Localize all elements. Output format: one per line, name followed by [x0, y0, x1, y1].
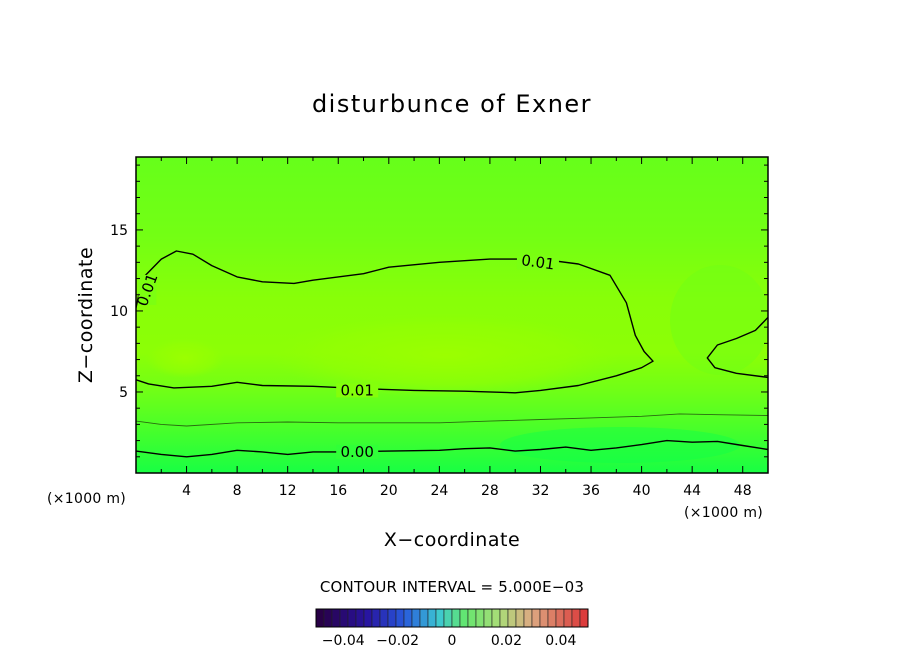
colorbar-cell — [571, 608, 581, 628]
colorbar-cell — [347, 608, 357, 628]
x-tick-label: 8 — [233, 483, 242, 499]
colorbar-frame — [315, 608, 589, 628]
colorbar-cell — [563, 608, 573, 628]
x-tick-label: 24 — [430, 483, 448, 499]
contour-line-0 — [136, 250, 654, 394]
colorbar-cell — [539, 608, 549, 628]
x-tick-label: 28 — [481, 483, 499, 499]
colorbar-cell — [507, 608, 517, 628]
x-axis-ticks: 4 8 12 16 20 24 28 32 36 40 44 48 — [160, 157, 752, 499]
colorbar-cell — [427, 608, 437, 628]
colorbar-cell — [355, 608, 365, 628]
colorbar-cell — [515, 608, 525, 628]
y-axis-ticks: 5 10 15 — [110, 164, 768, 458]
y-tick-label: 5 — [119, 385, 128, 401]
colorbar-cell — [579, 608, 589, 628]
contour-line-2 — [136, 413, 768, 427]
x-tick-label: 48 — [734, 483, 752, 499]
colorbar-cell — [379, 608, 389, 628]
colorbar-cell — [499, 608, 509, 628]
x-tick-label: 16 — [329, 483, 347, 499]
colorbar-cell — [331, 608, 341, 628]
contour-lines — [136, 250, 768, 459]
plot-frame — [135, 156, 769, 474]
colorbar-cell — [443, 608, 453, 628]
contour-label-zero: 0.00 — [340, 443, 373, 461]
label-patch — [516, 255, 559, 270]
colorbar-cell — [451, 608, 461, 628]
x-tick-label: 44 — [683, 483, 701, 499]
contour-line-1 — [706, 316, 768, 379]
contour-field — [136, 157, 768, 473]
colorbar-cell — [555, 608, 565, 628]
contour-label-lower: 0.01 — [340, 381, 373, 399]
y-unit-label: (×1000 m) — [47, 491, 126, 507]
contour-label-top: 0.01 — [520, 251, 556, 273]
y-axis-label: Z−coordinate — [75, 247, 97, 383]
x-tick-label: 36 — [582, 483, 600, 499]
y-tick-label: 15 — [110, 223, 128, 239]
colorbar-cell — [315, 608, 325, 628]
colorbar-cell — [411, 608, 421, 628]
colorbar-cell — [371, 608, 381, 628]
colorbar-cell — [523, 608, 533, 628]
x-tick-label: 20 — [380, 483, 398, 499]
x-axis-label: X−coordinate — [384, 529, 520, 551]
colorbar-cell — [459, 608, 469, 628]
colorbar-tick-label: 0.02 — [491, 633, 522, 649]
x-unit-label: (×1000 m) — [684, 505, 763, 521]
colorbar-tick-label: 0.04 — [545, 633, 576, 649]
x-tick-label: 12 — [279, 483, 297, 499]
colorbar-tick-label: −0.04 — [322, 633, 365, 649]
colorbar-cell — [323, 608, 333, 628]
colorbar-cell — [395, 608, 405, 628]
colorbar-ticks: −0.04 −0.02 0 0.02 0.04 — [322, 633, 577, 649]
label-patch — [138, 274, 157, 305]
colorbar-cell — [467, 608, 477, 628]
y-tick-label: 10 — [110, 304, 128, 320]
chart-title: disturbunce of Exner — [312, 90, 592, 118]
colorbar-cell — [547, 608, 557, 628]
label-patch — [336, 383, 379, 398]
colorbar-cell — [491, 608, 501, 628]
x-tick-label: 40 — [633, 483, 651, 499]
x-tick-label: 4 — [182, 483, 191, 499]
colorbar-cell — [531, 608, 541, 628]
colorbar-cell — [483, 608, 493, 628]
label-patch — [336, 444, 379, 459]
x-tick-label: 32 — [532, 483, 550, 499]
colorbar-cell — [403, 608, 413, 628]
colorbar-cell — [435, 608, 445, 628]
colorbar-cell — [339, 608, 349, 628]
contour-interval-label: CONTOUR INTERVAL = 5.000E−03 — [320, 578, 584, 596]
colorbar-cell — [475, 608, 485, 628]
colorbar-cell — [387, 608, 397, 628]
colorbar-tick-label: −0.02 — [376, 633, 419, 649]
colorbar-cell — [419, 608, 429, 628]
colorbar-tick-label: 0 — [448, 633, 457, 649]
contour-line-3 — [136, 439, 768, 458]
colorbar-cell — [363, 608, 373, 628]
colorbar — [315, 608, 589, 628]
